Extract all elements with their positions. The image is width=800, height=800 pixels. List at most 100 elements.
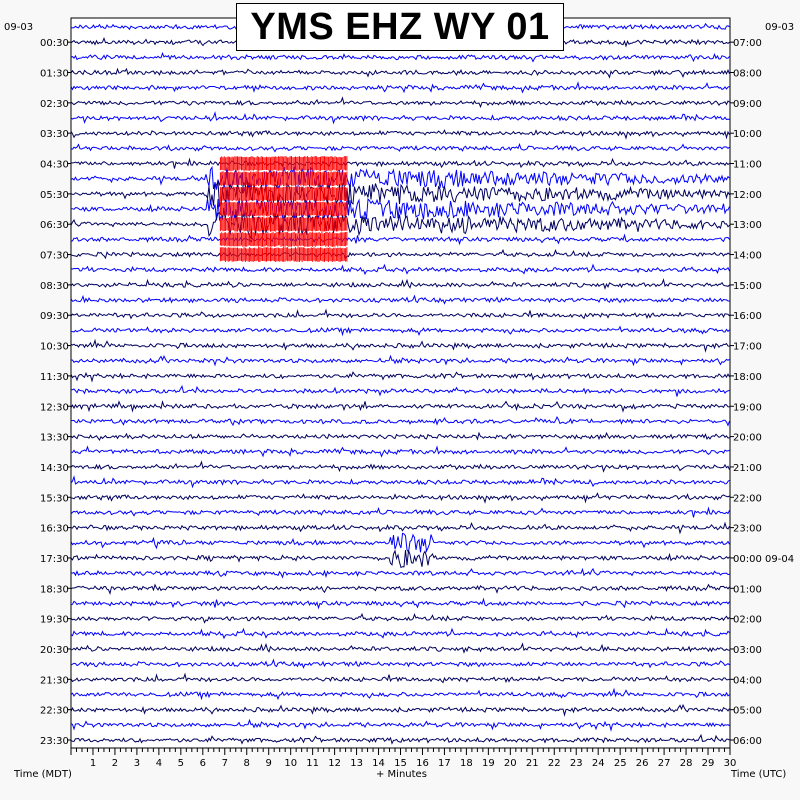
x-tick-label: 24 (592, 758, 605, 769)
left-time-axis: 00:30 01:30 02:30 03:30 04:30 05:30 06:30 07:30… (40, 38, 71, 747)
chart-title: YMS EHZ WY 01 (250, 5, 550, 48)
x-tick-label: 16 (416, 758, 429, 769)
left-tick-label: 01:30 (40, 69, 69, 80)
right-tick-label: 02:00 (733, 615, 762, 626)
trace-line (70, 733, 730, 745)
left-tick-label: 04:30 (40, 160, 69, 171)
x-tick-label: 2 (112, 758, 118, 769)
trace-line (70, 308, 730, 320)
left-tick-label: 09:30 (40, 311, 69, 322)
trace-line (70, 325, 730, 337)
trace-line (70, 371, 730, 383)
right-axis-label: Time (UTC) (730, 769, 786, 780)
x-tick-label: 13 (350, 758, 363, 769)
trace-line (70, 445, 730, 458)
x-tick-label: 23 (570, 758, 583, 769)
left-tick-label: 20:30 (40, 645, 69, 656)
trace-line (70, 400, 730, 413)
right-tick-label: 16:00 (733, 311, 762, 322)
right-tick-label: 08:00 (733, 69, 762, 80)
clipped-trace (219, 201, 348, 217)
trace-line (70, 612, 730, 624)
left-tick-label: 12:30 (40, 402, 69, 413)
trace-line (70, 248, 730, 260)
left-tick-label: 14:30 (40, 463, 69, 474)
x-tick-label: 29 (702, 758, 715, 769)
minutes-axis: 1 2 3 4 5 6 7 8 9 10 11 12 13 14 15 16 17 18 19 20 21 22 23 24 2… (70, 748, 737, 769)
x-tick-label: 15 (394, 758, 407, 769)
trace-line (70, 567, 730, 579)
trace-line (70, 263, 730, 276)
left-tick-label: 15:30 (40, 493, 69, 504)
trace-line (70, 718, 730, 732)
right-tick-label: 05:00 (733, 706, 762, 717)
x-tick-label: 6 (200, 758, 206, 769)
right-tick-label: 11:00 (733, 160, 762, 171)
trace-line (70, 687, 730, 701)
right-tick-label: 00:00 09-04 (733, 554, 794, 565)
trace-line (70, 81, 730, 94)
left-tick-label: 11:30 (40, 372, 69, 383)
trace-line (71, 157, 730, 169)
trace-line (70, 475, 730, 489)
trace-line (70, 209, 730, 240)
right-time-axis: 07:00 08:00 09:00 10:00 11:00 12:00 13:00 14:00… (730, 38, 794, 747)
x-tick-label: 12 (328, 758, 341, 769)
clipped-trace (219, 231, 348, 247)
trace-line (70, 67, 730, 79)
right-tick-label: 19:00 (733, 402, 762, 413)
x-tick-label: 7 (222, 758, 228, 769)
trace-line (70, 197, 730, 222)
chart-title-box: YMS EHZ WY 01 (236, 3, 564, 51)
right-tick-label: 23:00 (733, 524, 762, 535)
trace-line (70, 532, 730, 554)
trace-line (70, 51, 730, 63)
clipped-trace (219, 186, 348, 202)
left-tick-label: 17:30 (40, 554, 69, 565)
x-tick-label: 10 (284, 758, 297, 769)
right-tick-label: 04:00 (733, 675, 762, 686)
x-tick-label: 9 (266, 758, 272, 769)
left-tick-label: 23:30 (40, 736, 69, 747)
trace-line (70, 521, 730, 535)
x-tick-label: 1 (90, 758, 96, 769)
right-tick-label: 21:00 (733, 463, 762, 474)
trace-line (70, 492, 730, 504)
x-tick-label: 17 (438, 758, 451, 769)
trace-line (70, 672, 730, 684)
left-tick-label: 06:30 (40, 220, 69, 231)
left-tick-label: 08:30 (40, 281, 69, 292)
clipped-trace (219, 216, 348, 232)
x-tick-label: 28 (680, 758, 693, 769)
left-tick-label: 02:30 (40, 99, 69, 110)
left-tick-label: 07:30 (40, 251, 69, 262)
x-tick-label: 19 (482, 758, 495, 769)
right-tick-label: 01:00 (733, 584, 762, 595)
x-tick-label: 30 (724, 758, 737, 769)
trace-line (70, 129, 730, 140)
right-tick-label: 13:00 (733, 220, 762, 231)
right-tick-label: 18:00 (733, 372, 762, 383)
right-date-label: 09-03 (765, 22, 794, 33)
right-tick-label: 12:00 (733, 190, 762, 201)
x-tick-label: 18 (460, 758, 473, 769)
x-tick-label: 26 (636, 758, 649, 769)
right-tick-label: 14:00 (733, 251, 762, 262)
left-tick-label: 21:30 (40, 675, 69, 686)
clipped-trace (219, 247, 348, 262)
plot-area (70, 17, 731, 749)
right-tick-label: 09:00 (733, 99, 762, 110)
left-tick-label: 00:30 (40, 38, 69, 49)
right-tick-label: 06:00 (733, 736, 762, 747)
trace-line (70, 597, 730, 610)
x-tick-label: 8 (244, 758, 250, 769)
left-tick-label: 18:30 (40, 584, 69, 595)
x-axis-label: + Minutes (376, 769, 427, 780)
trace-line (70, 549, 730, 569)
right-tick-label: 17:00 (733, 342, 762, 353)
right-tick-label: 15:00 (733, 281, 762, 292)
trace-line (70, 384, 730, 397)
left-tick-label: 16:30 (40, 524, 69, 535)
trace-line (70, 165, 730, 195)
